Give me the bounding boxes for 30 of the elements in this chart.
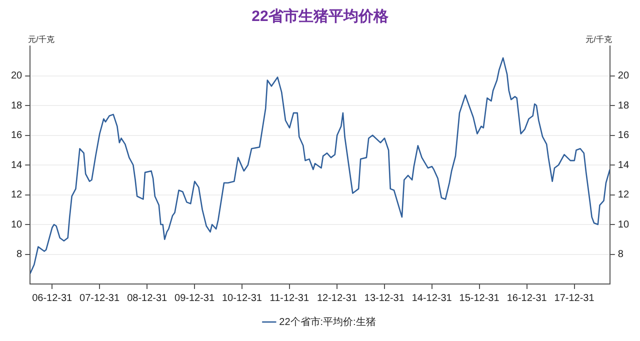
x-tick-label: 17-12-31 (554, 292, 595, 304)
y2-tick-label: 20 (618, 70, 630, 82)
y2-axis-title: 元/千克 (586, 35, 612, 44)
y-tick-label: 12 (11, 190, 23, 200)
y2-tick-label: 16 (618, 130, 630, 141)
y-tick-label: 8 (16, 249, 23, 260)
x-tick-label: 09-12-31 (174, 292, 215, 304)
y-tick-label: 14 (11, 160, 23, 171)
y2-tick-label: 12 (618, 190, 630, 200)
y2-tick-label: 18 (618, 100, 630, 112)
y-tick-label: 16 (11, 130, 23, 141)
y-axis-title: 元/千克 (28, 35, 54, 44)
y-tick-label: 20 (11, 70, 23, 82)
x-tick-label: 16-12-31 (506, 292, 548, 304)
x-tick-label: 11-12-31 (270, 292, 310, 304)
x-tick-label: 12-12-31 (316, 292, 358, 304)
x-tick-label: 06-12-31 (32, 292, 73, 304)
legend-label: 22个省市:平均价:生猪 (279, 316, 376, 328)
chart-title: 22省市生猪平均价格 (252, 7, 390, 26)
x-tick-label: 13-12-31 (364, 292, 405, 304)
y2-tick-label: 8 (618, 249, 624, 260)
x-tick-label: 14-12-31 (412, 292, 452, 304)
x-tick-label: 07-12-31 (80, 292, 120, 304)
y-tick-label: 10 (11, 219, 23, 230)
y2-tick-label: 14 (618, 160, 630, 171)
y2-tick-label: 10 (618, 219, 630, 230)
x-tick-label: 10-12-31 (222, 292, 262, 304)
y-tick-label: 18 (11, 100, 23, 112)
x-tick-label: 08-12-31 (127, 292, 168, 304)
x-tick-label: 15-12-31 (459, 292, 500, 304)
